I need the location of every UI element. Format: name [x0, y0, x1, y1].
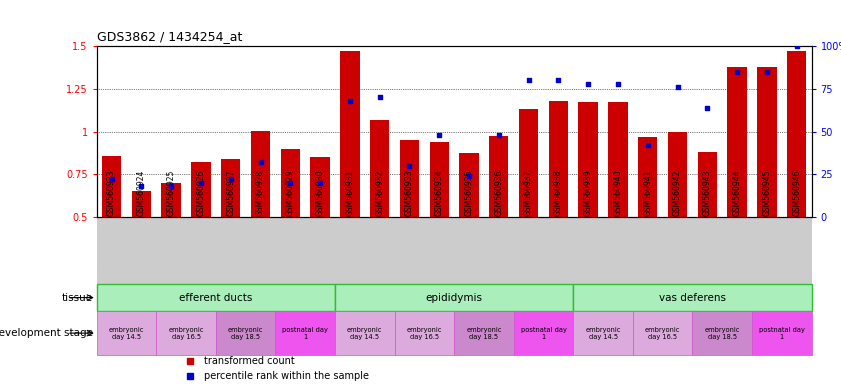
- Text: embryonic
day 16.5: embryonic day 16.5: [168, 327, 204, 339]
- Bar: [668, 131, 687, 217]
- Bar: [574, 284, 812, 311]
- Bar: [97, 284, 335, 311]
- Text: embryonic
day 16.5: embryonic day 16.5: [645, 327, 680, 339]
- Bar: [156, 311, 216, 355]
- Bar: [638, 137, 658, 217]
- Point: [760, 69, 774, 75]
- Point: [165, 183, 178, 189]
- Bar: [752, 311, 812, 355]
- Point: [790, 43, 803, 49]
- Bar: [310, 157, 330, 217]
- Point: [314, 180, 327, 186]
- Bar: [132, 191, 151, 217]
- Bar: [727, 68, 747, 217]
- Text: embryonic
day 18.5: embryonic day 18.5: [466, 327, 501, 339]
- Bar: [579, 103, 598, 217]
- Bar: [514, 311, 574, 355]
- Bar: [97, 311, 156, 355]
- Text: postnatal day
1: postnatal day 1: [283, 327, 328, 339]
- Bar: [608, 103, 627, 217]
- Bar: [221, 159, 241, 217]
- Bar: [191, 162, 210, 217]
- Text: transformed count: transformed count: [204, 356, 294, 366]
- Bar: [370, 119, 389, 217]
- Point: [373, 94, 386, 101]
- Bar: [574, 311, 632, 355]
- Bar: [394, 311, 454, 355]
- Point: [254, 159, 267, 166]
- Bar: [430, 142, 449, 217]
- Point: [224, 176, 237, 182]
- Bar: [335, 311, 394, 355]
- Text: embryonic
day 14.5: embryonic day 14.5: [585, 327, 621, 339]
- Point: [641, 142, 654, 148]
- Bar: [341, 51, 360, 217]
- Point: [403, 163, 416, 169]
- Bar: [692, 311, 752, 355]
- Text: embryonic
day 16.5: embryonic day 16.5: [407, 327, 442, 339]
- Bar: [548, 101, 568, 217]
- Bar: [519, 109, 538, 217]
- Text: vas deferens: vas deferens: [659, 293, 726, 303]
- Point: [492, 132, 505, 138]
- Bar: [161, 183, 181, 217]
- Point: [283, 180, 297, 186]
- Bar: [275, 311, 335, 355]
- Point: [671, 84, 685, 90]
- Bar: [787, 51, 807, 217]
- Bar: [757, 68, 776, 217]
- Bar: [454, 311, 514, 355]
- Point: [730, 69, 743, 75]
- Point: [701, 104, 714, 111]
- Point: [194, 180, 208, 186]
- Text: GDS3862 / 1434254_at: GDS3862 / 1434254_at: [97, 30, 242, 43]
- Text: embryonic
day 18.5: embryonic day 18.5: [228, 327, 263, 339]
- Text: percentile rank within the sample: percentile rank within the sample: [204, 371, 369, 381]
- Point: [552, 77, 565, 83]
- Bar: [251, 131, 270, 217]
- Point: [581, 81, 595, 87]
- Text: postnatal day
1: postnatal day 1: [759, 327, 805, 339]
- Bar: [216, 311, 275, 355]
- Point: [105, 176, 119, 182]
- Bar: [335, 284, 574, 311]
- Text: postnatal day
1: postnatal day 1: [521, 327, 567, 339]
- Text: epididymis: epididymis: [426, 293, 483, 303]
- Point: [343, 98, 357, 104]
- Point: [611, 81, 625, 87]
- Bar: [459, 153, 479, 217]
- Point: [432, 132, 446, 138]
- Bar: [102, 156, 121, 217]
- Text: efferent ducts: efferent ducts: [179, 293, 252, 303]
- Text: development stage: development stage: [0, 328, 93, 338]
- Bar: [281, 149, 300, 217]
- Bar: [698, 152, 717, 217]
- Bar: [489, 136, 509, 217]
- Point: [463, 173, 476, 179]
- Point: [135, 183, 148, 189]
- Text: tissue: tissue: [61, 293, 93, 303]
- Text: embryonic
day 14.5: embryonic day 14.5: [108, 327, 144, 339]
- Text: embryonic
day 14.5: embryonic day 14.5: [347, 327, 383, 339]
- Text: embryonic
day 18.5: embryonic day 18.5: [705, 327, 740, 339]
- Bar: [632, 311, 692, 355]
- Bar: [399, 140, 419, 217]
- Point: [522, 77, 536, 83]
